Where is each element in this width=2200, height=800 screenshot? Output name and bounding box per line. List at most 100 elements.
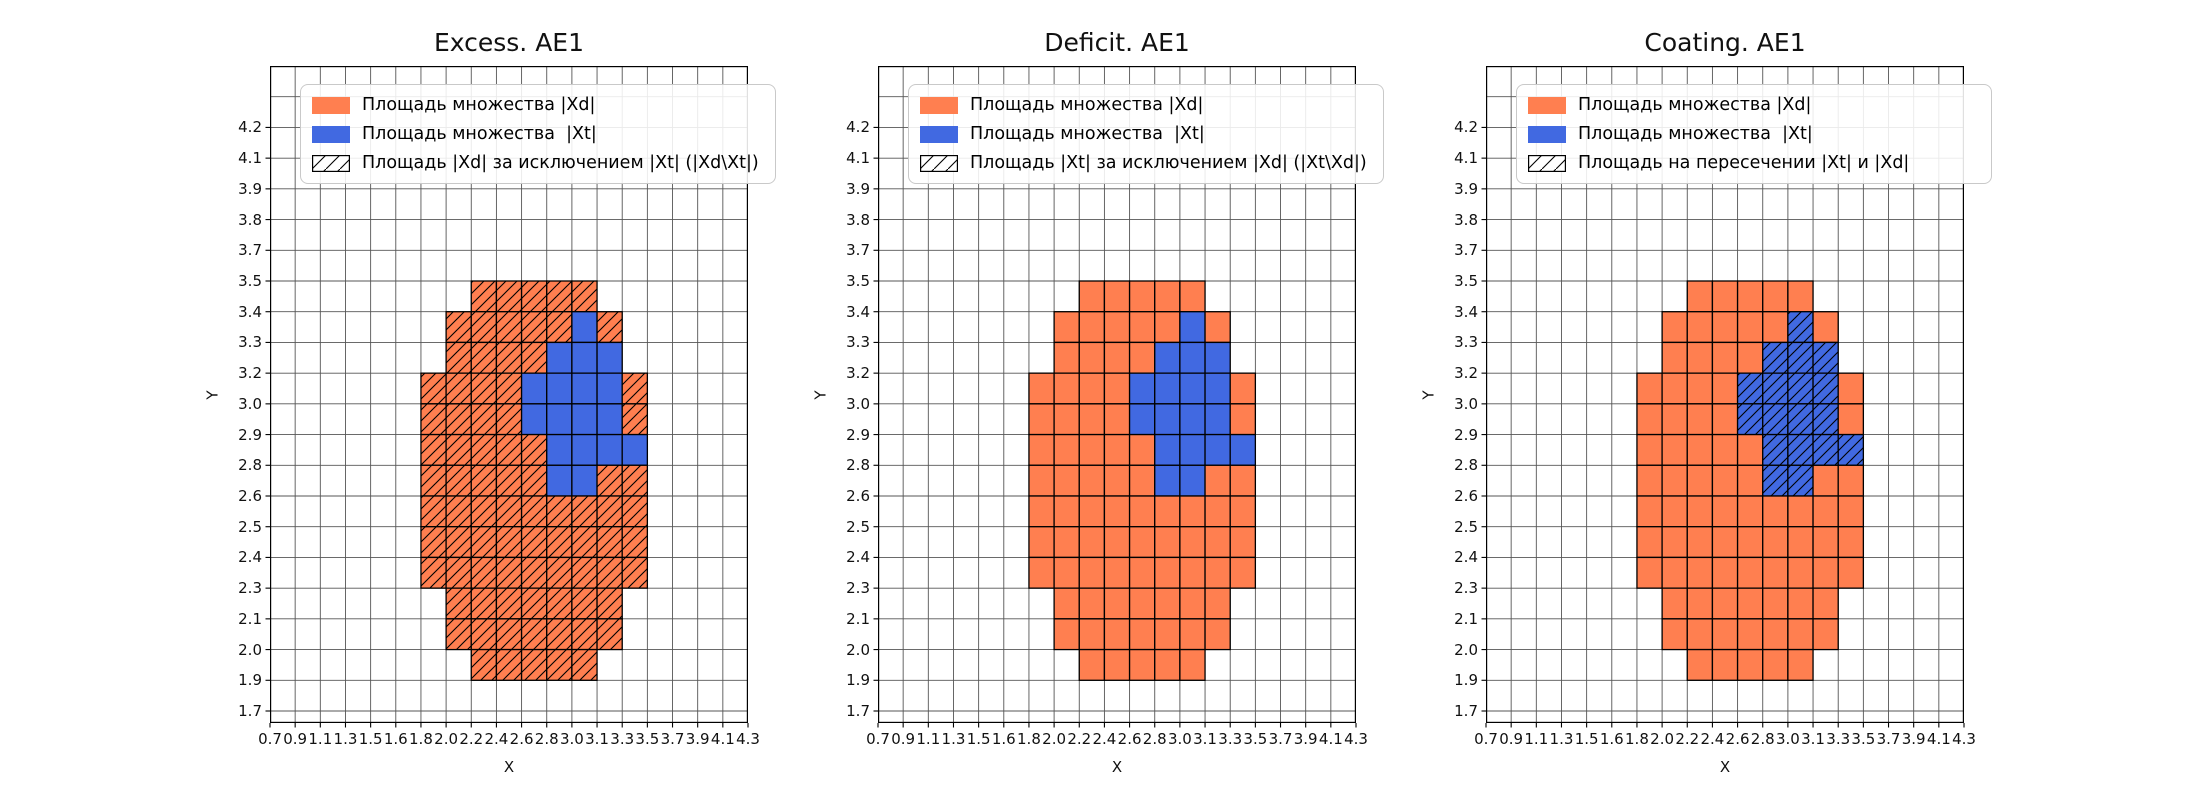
cell-hatch-overlay (521, 434, 547, 466)
cell-hatch-overlay (1813, 403, 1839, 435)
cell-xd (1154, 556, 1181, 589)
cell-xd (1661, 556, 1688, 589)
cell-hatch-overlay (420, 526, 447, 558)
cell-xd (1686, 648, 1714, 681)
cell-xt (1154, 403, 1181, 436)
cell-xd (1762, 280, 1789, 313)
x-tick-label: 4.3 (1952, 730, 1976, 748)
y-tick-label: 2.3 (1454, 579, 1478, 598)
cell-xt (1154, 433, 1181, 466)
y-tick-label: 3.5 (238, 272, 262, 290)
legend-swatch-xt (312, 125, 350, 143)
cell-xd (1636, 556, 1663, 589)
legend-item: Площадь множества |Xt| (312, 121, 764, 147)
cell-xd (1179, 495, 1206, 528)
cell-hatch-overlay (420, 496, 447, 527)
cell-xd (1736, 618, 1764, 651)
cell-xt (1179, 341, 1206, 374)
x-axis-label: X (1719, 758, 1731, 776)
cell-xt (1204, 433, 1231, 466)
x-tick-label: 4.1 (1318, 730, 1343, 748)
y-tick-label: 3.2 (1454, 364, 1478, 383)
cell-xd (1103, 311, 1131, 344)
cell-xt (1128, 403, 1156, 436)
cell-xd (1053, 464, 1080, 497)
legend-label: Площадь множества |Xd| (1578, 95, 1812, 115)
legend-swatch-xd (312, 96, 350, 114)
plot-title: Deficit. AE1 (1044, 28, 1190, 57)
y-tick-label: 3.3 (846, 333, 870, 352)
y-tick-label: 4.1 (1454, 149, 1478, 168)
cell-xd (1028, 372, 1055, 405)
x-axis-label: X (503, 758, 515, 776)
cell-hatch-overlay (546, 496, 572, 527)
x-tick-label: 2.8 (534, 730, 559, 748)
cell-xt (596, 341, 623, 374)
y-tick-label: 3.0 (1454, 394, 1478, 413)
y-tick-label: 2.6 (1454, 487, 1478, 505)
x-tick-label: 0.7 (866, 730, 890, 748)
cell-xd (1837, 403, 1865, 436)
legend-box: Площадь множества |Xd| Площадь множества … (908, 84, 1384, 184)
cell-xt (1204, 341, 1231, 374)
cell-xd (1053, 311, 1080, 344)
cell-xt (1154, 341, 1181, 374)
cell-xd (1204, 618, 1231, 651)
cell-xd (1812, 464, 1839, 497)
cell-xd (1711, 403, 1739, 436)
x-tick-label: 3.1 (585, 730, 609, 748)
cell-hatch-overlay (597, 557, 623, 589)
cell-hatch-overlay (1787, 465, 1814, 496)
x-tick-label: 1.1 (916, 730, 941, 748)
x-tick-label: 1.5 (358, 730, 383, 748)
cell-hatch-overlay (420, 434, 447, 466)
x-tick-label: 1.3 (941, 730, 966, 748)
legend-swatch-xt (1528, 125, 1566, 143)
cell-xd (1736, 464, 1764, 497)
cell-hatch-overlay (496, 342, 522, 374)
cell-xd (1686, 341, 1714, 374)
x-tick-label: 4.1 (1926, 730, 1951, 748)
y-tick-label: 3.3 (1454, 333, 1478, 352)
cell-xt (571, 464, 598, 497)
legend-label: Площадь на пересечении |Xt| и |Xd| (1578, 153, 1910, 173)
cell-hatch-overlay (597, 618, 623, 650)
cell-xd (1636, 433, 1663, 466)
cell-hatch-overlay (471, 434, 497, 466)
y-tick-label: 2.5 (1454, 517, 1478, 536)
y-tick-label: 1.9 (846, 671, 870, 690)
cell-xd (1204, 556, 1231, 589)
legend-swatch-hatch-icon (920, 154, 958, 172)
cell-xd (1661, 311, 1688, 344)
cell-hatch-overlay (521, 465, 547, 496)
cell-xd (1103, 587, 1131, 620)
y-tick-label: 3.4 (846, 302, 870, 321)
cell-xd (1204, 464, 1231, 497)
cell-xd (1179, 618, 1206, 651)
x-tick-label: 1.1 (308, 730, 333, 748)
cell-xd (1028, 556, 1055, 589)
y-tick-label: 3.3 (238, 333, 262, 352)
cell-xd (1686, 311, 1714, 344)
cell-xt (596, 433, 623, 466)
y-tick-label: 2.1 (846, 609, 870, 628)
cell-hatch-overlay (496, 496, 522, 527)
cell-xd (1078, 464, 1106, 497)
x-tick-label: 2.2 (1067, 730, 1092, 748)
cell-xd (1762, 311, 1789, 344)
legend-item: Площадь на пересечении |Xt| и |Xd| (1528, 150, 1980, 176)
y-tick-label: 3.9 (1454, 179, 1478, 198)
cell-hatch-overlay (446, 557, 472, 589)
cell-xd (1661, 433, 1688, 466)
x-tick-label: 2.8 (1142, 730, 1167, 748)
y-tick-label: 3.9 (238, 179, 262, 198)
legend-swatch-xd (1528, 96, 1566, 114)
cell-xd (1787, 618, 1814, 651)
cell-xd (1686, 280, 1714, 313)
cell-xd (1078, 433, 1106, 466)
cell-xd (1128, 464, 1156, 497)
cell-xt (621, 433, 649, 466)
y-axis-label: Y (203, 389, 222, 400)
cell-xd (1103, 526, 1131, 559)
y-tick-label: 2.0 (238, 640, 262, 659)
